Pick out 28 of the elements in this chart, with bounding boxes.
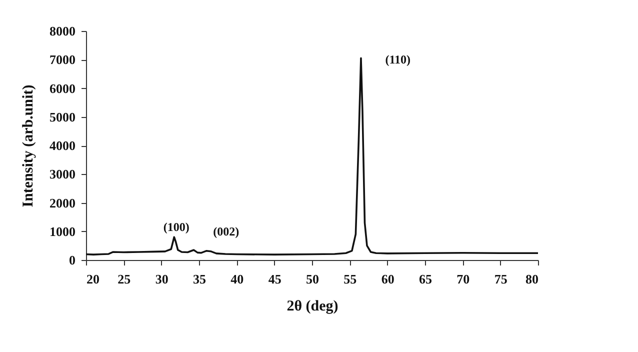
x-tick-label: 30 xyxy=(155,272,168,286)
x-tick-label: 70 xyxy=(456,272,470,286)
annotation: (110) xyxy=(385,52,411,67)
line-series xyxy=(86,57,538,256)
y-tick-label: 8000 xyxy=(50,24,76,38)
x-tick-label: 25 xyxy=(118,272,132,286)
x-tick-label: 20 xyxy=(86,272,100,286)
y-tick-label: 1000 xyxy=(50,224,76,239)
x-tick-label: 65 xyxy=(419,272,432,286)
y-axis-title: Intensity (arb.unit) xyxy=(20,84,36,208)
y-tick-label: 0 xyxy=(69,252,76,268)
annotation: (100) xyxy=(163,220,190,234)
x-tick-label: 55 xyxy=(344,272,358,286)
x-tick-label: 60 xyxy=(381,272,394,286)
y-tick-label: 3000 xyxy=(50,166,76,182)
x-tick-label: 45 xyxy=(268,272,282,286)
x-tick-label: 40 xyxy=(230,272,244,286)
x-tick-label: 75 xyxy=(494,272,508,286)
x-tick-label: 35 xyxy=(193,272,206,286)
y-tick-label: 2000 xyxy=(50,195,76,210)
y-tick-label: 7000 xyxy=(50,52,76,68)
y-tick-label: 6000 xyxy=(50,80,76,96)
x-tick-label: 80 xyxy=(526,272,538,286)
x-tick-label: 50 xyxy=(306,272,319,286)
x-axis-title: 2θ (deg) xyxy=(286,298,338,314)
y-tick-label: 4000 xyxy=(50,138,76,153)
annotation: (002) xyxy=(213,224,240,238)
y-tick-label: 5000 xyxy=(50,109,76,124)
